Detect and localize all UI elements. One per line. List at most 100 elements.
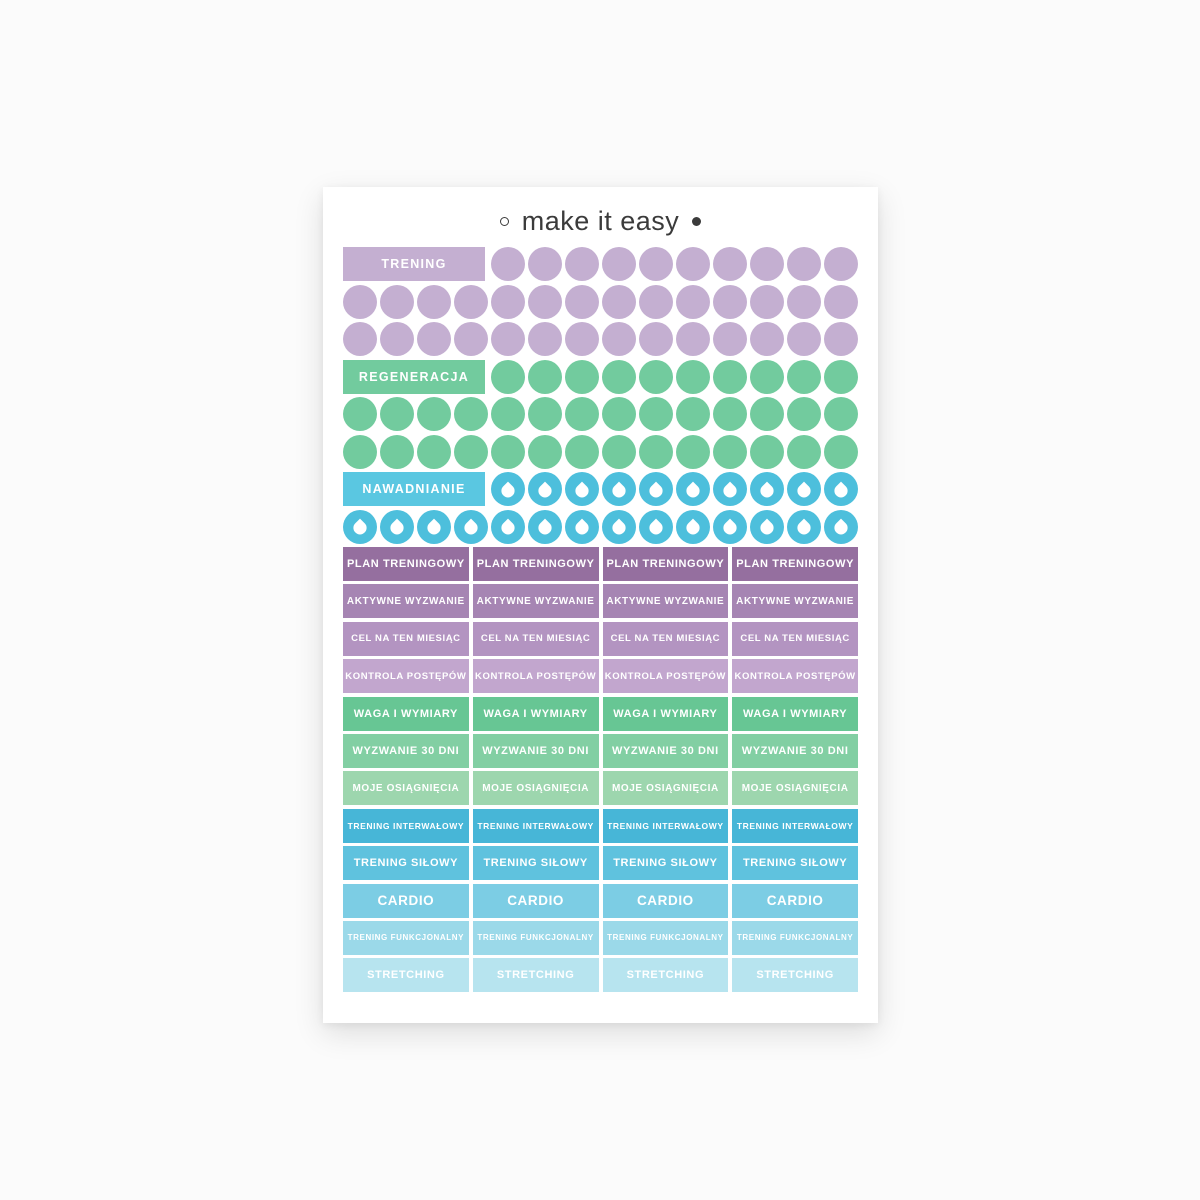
label-sticker-waga-i-wymiary: WAGA I WYMIARY: [343, 696, 469, 731]
trening-dot-sticker: [750, 322, 784, 356]
nawadnianie-water-drop-icon: [565, 472, 599, 506]
regeneracja-dot-sticker: [787, 397, 821, 431]
regeneracja-dot-sticker: [713, 434, 747, 469]
regeneracja-dot-sticker: [639, 434, 673, 469]
nawadnianie-water-drop-icon: [343, 509, 377, 544]
trening-dot-sticker: [528, 284, 562, 319]
trening-dot-sticker: [639, 247, 673, 281]
nawadnianie-water-drop-icon: [824, 472, 858, 506]
regeneracja-dot-sticker: [639, 359, 673, 394]
label-sticker-trening-interwalowy: TRENING INTERWAŁOWY: [602, 808, 729, 843]
trening-dot-sticker: [565, 247, 599, 281]
trening-dot-sticker: [676, 284, 710, 319]
label-sticker-plan-treningowy: PLAN TRENINGOWY: [472, 547, 599, 581]
nawadnianie-water-drop-icon: [565, 509, 599, 544]
label-sticker-trening-interwalowy: TRENING INTERWAŁOWY: [732, 808, 858, 843]
trening-dot-sticker: [454, 284, 488, 319]
sticker-sheet: make it easy TRENING REGENERACJA NAWADNIAN…: [323, 187, 878, 1023]
nawadnianie-water-drop-icon: [713, 509, 747, 544]
nawadnianie-water-drop-icon: [417, 509, 451, 544]
regeneracja-dot-sticker: [491, 434, 525, 469]
label-sticker-stretching: STRETCHING: [472, 958, 599, 993]
label-sticker-kontrola-postepow: KONTROLA POSTĘPÓW: [472, 659, 599, 694]
regeneracja-dot-sticker: [380, 397, 414, 431]
trening-dot-sticker: [565, 284, 599, 319]
trening-dot-sticker: [824, 284, 858, 319]
nawadnianie-water-drop-icon: [380, 509, 414, 544]
label-sticker-trening-silowy: TRENING SIŁOWY: [732, 846, 858, 881]
regeneracja-dot-sticker: [454, 434, 488, 469]
label-sticker-plan-treningowy: PLAN TRENINGOWY: [732, 547, 858, 581]
nawadnianie-water-drop-icon: [528, 509, 562, 544]
trening-dot-sticker: [380, 322, 414, 356]
trening-dot-sticker: [528, 322, 562, 356]
label-sticker-cardio: CARDIO: [732, 883, 858, 918]
nawadnianie-water-drop-icon: [639, 472, 673, 506]
regeneracja-dot-sticker: [787, 359, 821, 394]
regeneracja-dot-sticker: [676, 434, 710, 469]
nawadnianie-water-drop-icon: [787, 509, 821, 544]
label-sticker-wyzwanie-30-dni: WYZWANIE 30 DNI: [472, 733, 599, 768]
regeneracja-dot-sticker: [565, 359, 599, 394]
trening-dot-sticker: [417, 322, 451, 356]
label-sticker-waga-i-wymiary: WAGA I WYMIARY: [732, 696, 858, 731]
section-label-trening: TRENING: [343, 247, 485, 281]
trening-sticker-row: [343, 322, 858, 356]
trening-dot-sticker: [750, 247, 784, 281]
label-sticker-kontrola-postepow: KONTROLA POSTĘPÓW: [602, 659, 729, 694]
trening-dot-sticker: [787, 322, 821, 356]
regeneracja-dot-sticker: [565, 397, 599, 431]
trening-dot-sticker: [565, 322, 599, 356]
regeneracja-dot-sticker: [343, 397, 377, 431]
label-sticker-wyzwanie-30-dni: WYZWANIE 30 DNI: [732, 733, 858, 768]
label-sticker-trening-funkcjonalny: TRENING FUNKCJONALNY: [732, 920, 858, 955]
regeneracja-dot-sticker: [676, 397, 710, 431]
regeneracja-dot-sticker: [417, 397, 451, 431]
label-sticker-stretching: STRETCHING: [343, 958, 469, 993]
regeneracja-dot-sticker: [713, 397, 747, 431]
label-sticker-aktywne-wyzwanie: AKTYWNE WYZWANIE: [343, 584, 469, 619]
label-sticker-stretching: STRETCHING: [732, 958, 858, 993]
trening-dot-sticker: [639, 284, 673, 319]
label-sticker-cardio: CARDIO: [343, 883, 469, 918]
label-sticker-plan-treningowy: PLAN TRENINGOWY: [602, 547, 729, 581]
regeneracja-dot-sticker: [491, 397, 525, 431]
trening-dot-sticker: [713, 284, 747, 319]
section-label-nawadnianie: NAWADNIANIE: [343, 472, 485, 506]
label-sticker-aktywne-wyzwanie: AKTYWNE WYZWANIE: [602, 584, 729, 619]
brand-logo: make it easy: [323, 204, 878, 238]
label-sticker-wyzwanie-30-dni: WYZWANIE 30 DNI: [602, 733, 729, 768]
trening-dot-sticker: [787, 247, 821, 281]
logo-ring-icon: [499, 216, 509, 226]
trening-dot-sticker: [528, 247, 562, 281]
trening-dot-sticker: [787, 284, 821, 319]
nawadnianie-sticker-row: [343, 509, 858, 544]
nawadnianie-water-drop-icon: [602, 509, 636, 544]
nawadnianie-water-drop-icon: [787, 472, 821, 506]
label-sticker-moje-osiagniecia: MOJE OSIĄGNIĘCIA: [602, 771, 729, 806]
label-sticker-trening-interwalowy: TRENING INTERWAŁOWY: [343, 808, 469, 843]
label-sticker-moje-osiagniecia: MOJE OSIĄGNIĘCIA: [472, 771, 599, 806]
regeneracja-dot-sticker: [602, 359, 636, 394]
label-sticker-cel-na-ten-miesiac: CEL NA TEN MIESIĄC: [732, 621, 858, 656]
regeneracja-dot-sticker: [343, 434, 377, 469]
regeneracja-dot-sticker: [750, 397, 784, 431]
label-sticker-grid: PLAN TRENINGOWY PLAN TRENINGOWY PLAN TRENI…: [343, 547, 858, 993]
trening-dot-sticker: [824, 247, 858, 281]
label-sticker-waga-i-wymiary: WAGA I WYMIARY: [472, 696, 599, 731]
regeneracja-dot-sticker: [750, 434, 784, 469]
trening-dot-sticker: [676, 322, 710, 356]
trening-sticker-row: TRENING: [343, 247, 858, 281]
nawadnianie-water-drop-icon: [454, 509, 488, 544]
trening-dot-sticker: [676, 247, 710, 281]
regeneracja-dot-sticker: [750, 359, 784, 394]
trening-dot-sticker: [713, 247, 747, 281]
regeneracja-dot-sticker: [602, 434, 636, 469]
trening-dot-sticker: [417, 284, 451, 319]
label-sticker-cardio: CARDIO: [602, 883, 729, 918]
label-sticker-trening-silowy: TRENING SIŁOWY: [343, 846, 469, 881]
label-sticker-aktywne-wyzwanie: AKTYWNE WYZWANIE: [732, 584, 858, 619]
label-sticker-trening-silowy: TRENING SIŁOWY: [602, 846, 729, 881]
label-sticker-moje-osiagniecia: MOJE OSIĄGNIĘCIA: [343, 771, 469, 806]
label-sticker-cardio: CARDIO: [472, 883, 599, 918]
